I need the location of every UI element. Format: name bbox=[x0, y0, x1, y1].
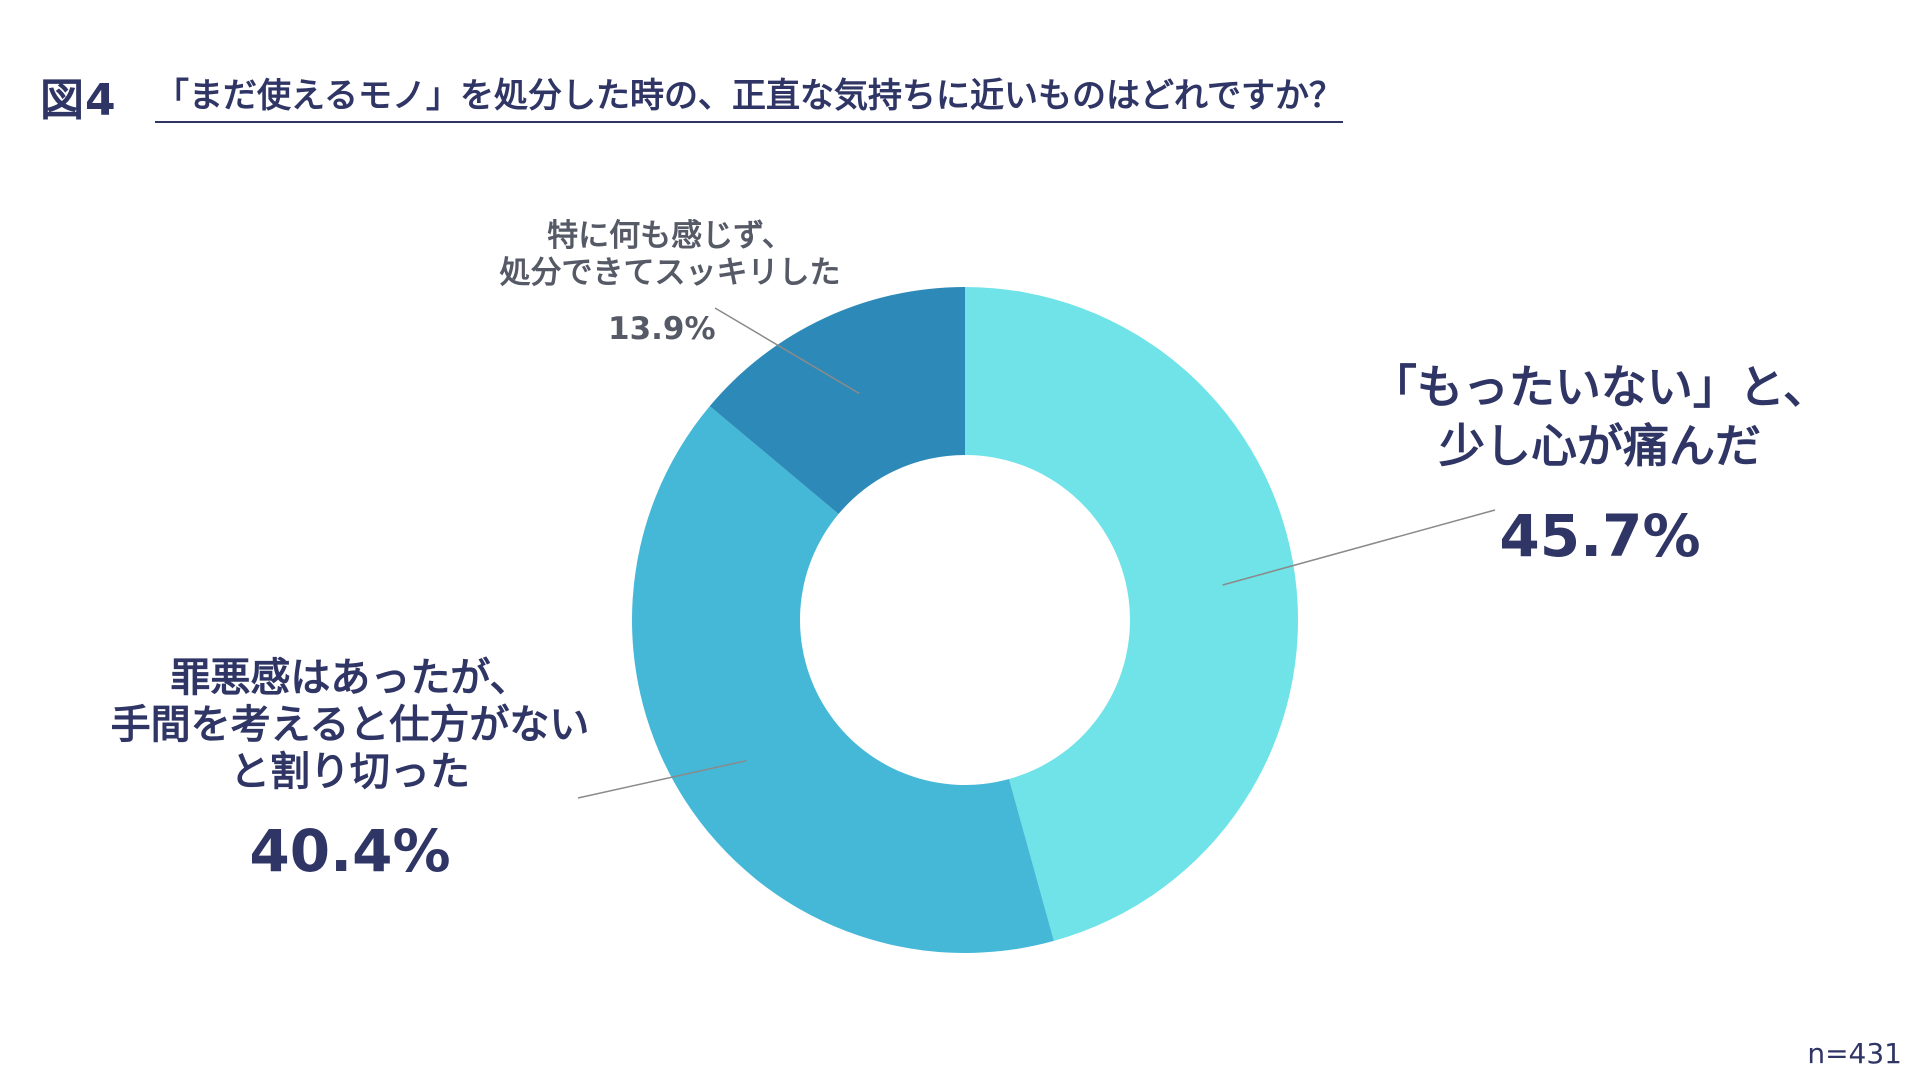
slice-name-2-line-1: 罪悪感はあったが、 bbox=[170, 655, 530, 701]
slice-name-2-line-3: と割り切った bbox=[230, 749, 470, 796]
slice-name-1-line-1: 「もったいない」と、 bbox=[1370, 360, 1830, 414]
leader-line-1 bbox=[1222, 509, 1496, 586]
leader-line-3 bbox=[714, 307, 860, 395]
slice-percent-2: 40.4% bbox=[249, 816, 451, 885]
slice-label-1: 「もったいない」と、 少し心が痛んだ 45.7% bbox=[1340, 358, 1860, 570]
chart-title: 「まだ使えるモノ」を処分した時の、正直な気持ちに近いものはどれですか？ bbox=[155, 68, 1343, 123]
slice-label-3: 特に何も感じず、 処分できてスッキリした 13.9% bbox=[440, 218, 900, 347]
sample-size: n=431 bbox=[1807, 1037, 1902, 1070]
slice-percent-1: 45.7% bbox=[1499, 501, 1701, 570]
slice-name-2-line-2: 手間を考えると仕方がない bbox=[110, 702, 590, 749]
figure-number: 図4 bbox=[40, 75, 117, 126]
slice-percent-3: 13.9% bbox=[608, 311, 716, 348]
slice-name-1-line-2: 少し心が痛んだ bbox=[1439, 418, 1761, 473]
slice-label-2: 罪悪感はあったが、 手間を考えると仕方がない と割り切った 40.4% bbox=[40, 655, 660, 885]
slice-name-3-line-1: 特に何も感じず、 bbox=[547, 218, 793, 254]
donut-slice-3 bbox=[709, 287, 965, 515]
donut-slice-2 bbox=[631, 406, 1054, 954]
leader-line-2 bbox=[577, 759, 747, 799]
slice-name-3-line-2: 処分できてスッキリした bbox=[499, 254, 841, 291]
donut-slice-1 bbox=[965, 287, 1298, 941]
